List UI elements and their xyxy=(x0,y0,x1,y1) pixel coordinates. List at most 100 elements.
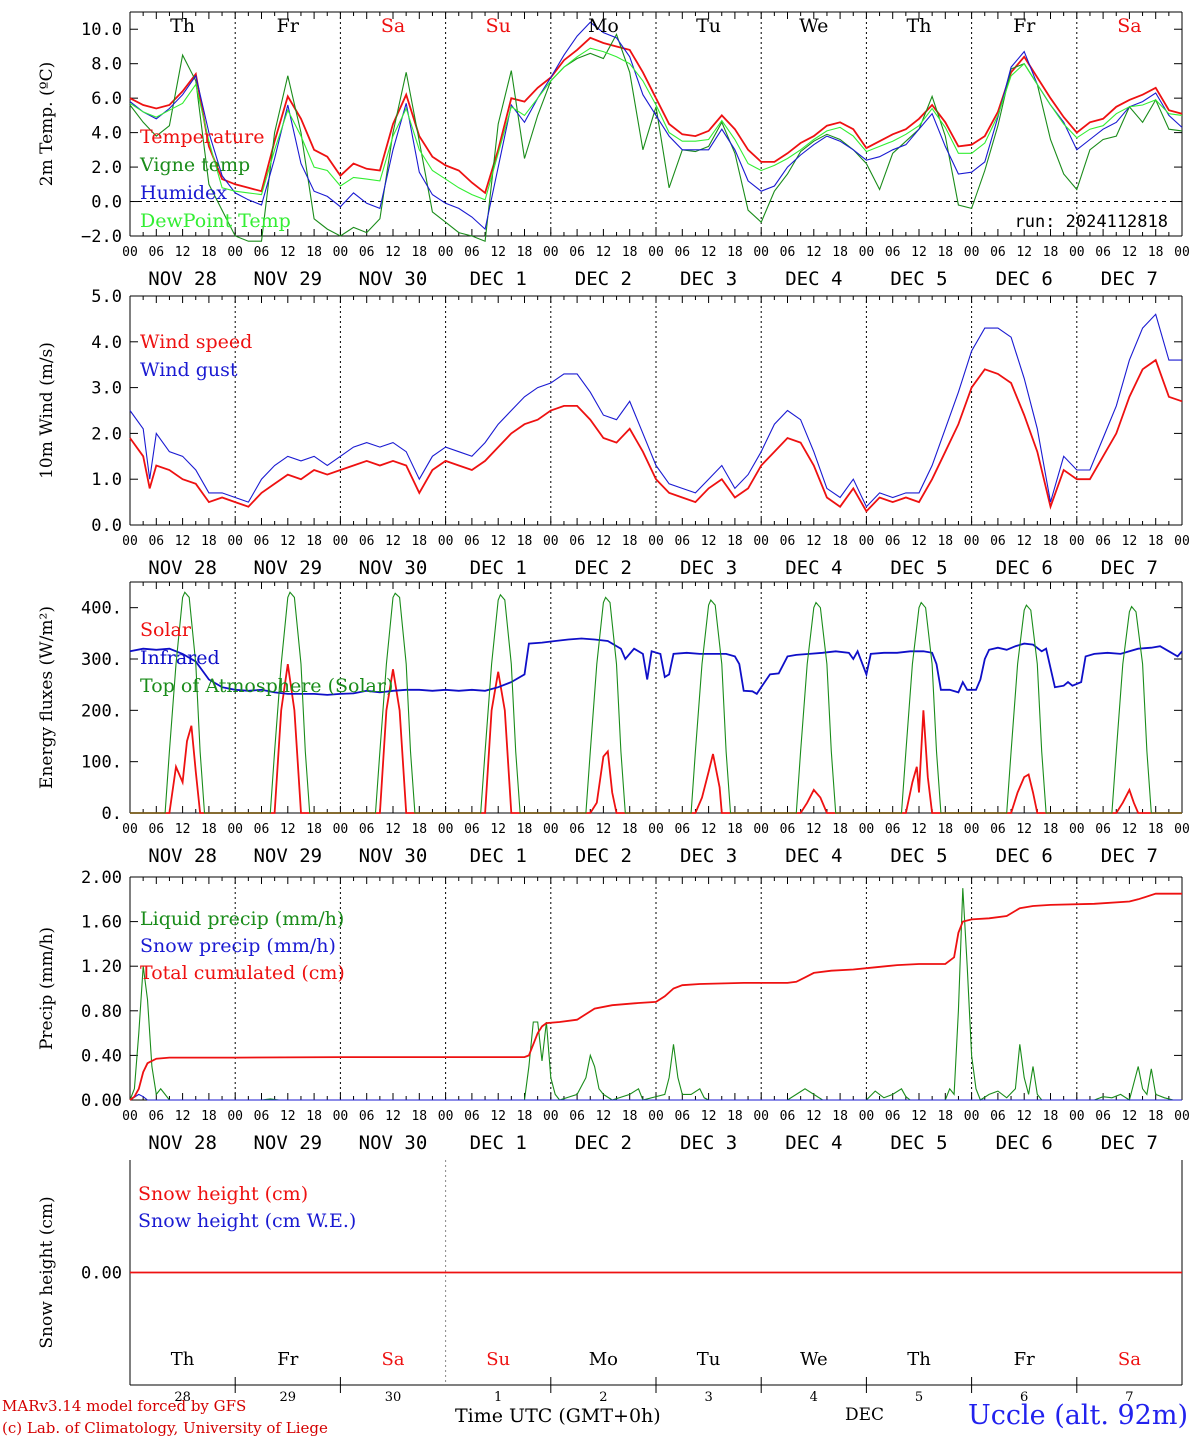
y-tick-label: 0. xyxy=(102,804,122,824)
date-label: DEC 3 xyxy=(680,268,737,290)
hour-tick-label: 12 xyxy=(1122,822,1138,837)
hour-tick-label: 12 xyxy=(806,534,822,549)
hour-tick-label: 00 xyxy=(648,534,664,549)
hour-tick-label: 00 xyxy=(333,245,349,260)
hour-tick-label: 18 xyxy=(727,1109,743,1124)
hour-tick-label: 00 xyxy=(964,245,980,260)
hour-tick-label: 18 xyxy=(1043,534,1059,549)
hour-tick-label: 00 xyxy=(333,534,349,549)
hour-tick-label: 00 xyxy=(333,822,349,837)
date-label: DEC 4 xyxy=(785,268,842,290)
date-label: DEC 5 xyxy=(890,557,947,579)
date-label: DEC 4 xyxy=(785,1132,842,1154)
station-label: Uccle (alt. 92m) xyxy=(968,1400,1188,1431)
hour-tick-label: 12 xyxy=(1016,822,1032,837)
hour-tick-label: 06 xyxy=(148,245,164,260)
hour-tick-label: 00 xyxy=(1174,534,1190,549)
date-label: DEC 6 xyxy=(996,845,1053,867)
legend-item: Temperature xyxy=(140,126,264,148)
hour-tick-label: 12 xyxy=(280,1109,296,1124)
day-number: 29 xyxy=(280,1390,297,1405)
date-label: NOV 30 xyxy=(359,845,428,867)
hour-tick-label: 12 xyxy=(1122,1109,1138,1124)
hour-tick-label: 06 xyxy=(359,822,375,837)
date-label: DEC 3 xyxy=(680,1132,737,1154)
y-tick-label: 0.00 xyxy=(81,1264,122,1284)
hour-tick-label: 06 xyxy=(780,1109,796,1124)
day-label: Fr xyxy=(1013,15,1036,37)
day-label: Mo xyxy=(588,15,619,37)
hour-tick-label: 00 xyxy=(438,534,454,549)
legend-item: Snow precip (mm/h) xyxy=(140,935,336,957)
hour-tick-label: 18 xyxy=(937,245,953,260)
hour-tick-label: 18 xyxy=(1148,822,1164,837)
y-tick-label: 0.40 xyxy=(81,1046,122,1066)
hour-tick-label: 06 xyxy=(464,245,480,260)
hour-tick-label: 12 xyxy=(911,822,927,837)
y-tick-label: 100. xyxy=(81,753,122,773)
date-label: DEC 7 xyxy=(1101,1132,1158,1154)
y-tick-label: 0.00 xyxy=(81,1091,122,1111)
legend-item: Vigne temp xyxy=(139,154,250,176)
series-line-total-cumulated-cm- xyxy=(129,892,1182,1101)
hour-tick-label: 18 xyxy=(622,822,638,837)
hour-tick-label: 06 xyxy=(148,534,164,549)
hour-tick-label: 00 xyxy=(859,245,875,260)
day-number: 4 xyxy=(810,1390,818,1405)
hour-tick-label: 00 xyxy=(964,822,980,837)
date-label: DEC 3 xyxy=(680,557,737,579)
hour-tick-label: 06 xyxy=(990,534,1006,549)
hour-tick-label: 18 xyxy=(1148,245,1164,260)
day-label: Fr xyxy=(277,1349,298,1370)
series-line-wind-speed xyxy=(129,358,1183,513)
date-label: DEC 6 xyxy=(996,557,1053,579)
hour-tick-label: 12 xyxy=(1016,534,1032,549)
panel-1: −2.0 0.0 2.0 4.0 6.0 8.0 10.0 2m Temp. (ºC) Temp… xyxy=(37,11,1183,247)
hour-tick-label: 00 xyxy=(1174,1109,1190,1124)
hour-tick-label: 06 xyxy=(780,534,796,549)
day-number: 30 xyxy=(385,1390,402,1405)
hour-tick-label: 18 xyxy=(517,822,533,837)
hour-tick-label: 06 xyxy=(254,245,270,260)
y-tick-label: 8.0 xyxy=(91,55,122,75)
hour-tick-label: 06 xyxy=(674,1109,690,1124)
date-label: DEC 2 xyxy=(575,268,632,290)
day-label: Tu xyxy=(697,1349,721,1370)
series-line-wind-gust xyxy=(129,313,1182,508)
hour-tick-label: 06 xyxy=(569,245,585,260)
date-label: NOV 29 xyxy=(253,845,322,867)
series-line-humidex xyxy=(129,21,1183,231)
date-label: DEC 2 xyxy=(575,1132,632,1154)
date-label: NOV 28 xyxy=(148,268,217,290)
hour-tick-label: 06 xyxy=(464,1109,480,1124)
hour-tick-label: 06 xyxy=(464,534,480,549)
hour-tick-label: 18 xyxy=(517,534,533,549)
hour-tick-label: 18 xyxy=(937,534,953,549)
hour-tick-label: 18 xyxy=(306,822,322,837)
hour-tick-label: 18 xyxy=(201,245,217,260)
day-label: We xyxy=(800,1349,828,1370)
y-tick-label: 10.0 xyxy=(81,20,122,40)
date-label: NOV 29 xyxy=(253,557,322,579)
hour-tick-label: 12 xyxy=(175,822,191,837)
y-tick-label: 2.0 xyxy=(91,158,122,178)
x-axis-labels-2: 00 06 12 18 NOV 28 00 06 12 18 NOV 29 00 06 12 18 NOV … xyxy=(122,534,1190,579)
hour-tick-label: 12 xyxy=(911,534,927,549)
y-tick-label: 4.0 xyxy=(91,333,122,353)
hour-tick-label: 00 xyxy=(648,822,664,837)
hour-tick-label: 06 xyxy=(674,822,690,837)
date-label: NOV 28 xyxy=(148,845,217,867)
hour-tick-label: 18 xyxy=(306,534,322,549)
hour-tick-label: 00 xyxy=(753,1109,769,1124)
day-label: Th xyxy=(907,15,932,37)
hour-tick-label: 06 xyxy=(780,245,796,260)
day-number: 1 xyxy=(494,1390,502,1405)
hour-tick-label: 00 xyxy=(227,1109,243,1124)
hour-tick-label: 00 xyxy=(227,245,243,260)
legend-item: Total cumulated (cm) xyxy=(140,962,345,984)
hour-tick-label: 00 xyxy=(543,822,559,837)
date-label: DEC 1 xyxy=(470,1132,527,1154)
hour-tick-label: 06 xyxy=(674,245,690,260)
y-tick-label: 1.20 xyxy=(81,957,122,977)
hour-tick-label: 18 xyxy=(411,245,427,260)
